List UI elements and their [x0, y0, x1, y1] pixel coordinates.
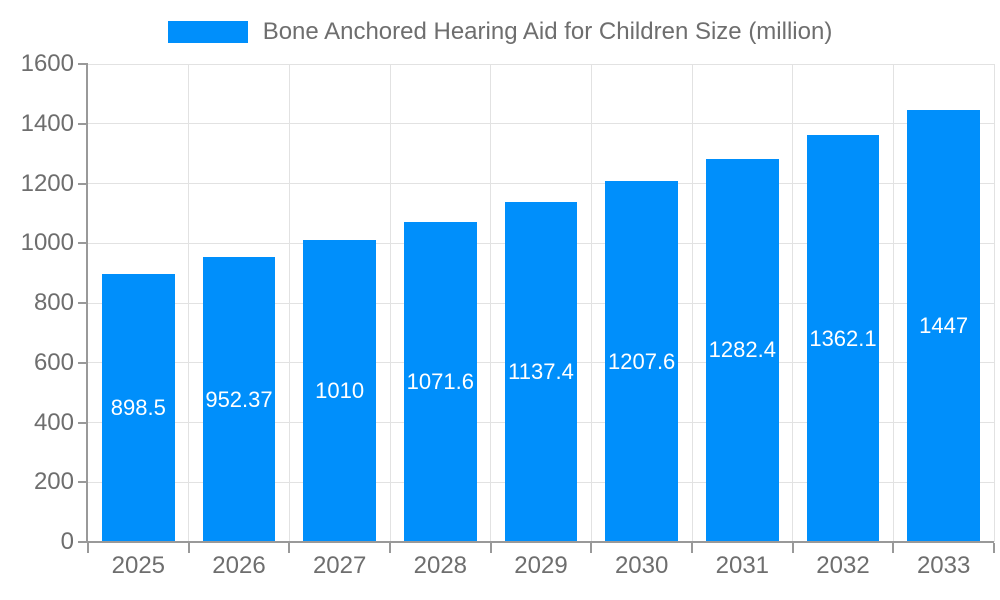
y-tick-label: 1400 [20, 109, 74, 137]
y-tick-label: 400 [33, 408, 74, 436]
y-tick-label: 1200 [20, 169, 74, 197]
plot-area: 898.5 952.37 1010 1071.6 1137.4 1207.6 1282.4 1… [88, 63, 995, 542]
y-tick-label: 800 [33, 289, 74, 316]
bar-value-label: 952.37 [205, 386, 273, 412]
x-tick-mark [187, 543, 190, 553]
x-tick-mark [288, 543, 291, 553]
bar-value-label: 898.5 [110, 394, 166, 420]
y-tick-label: 0 [60, 528, 74, 555]
y-tick-mark [78, 63, 88, 65]
y-tick-mark [78, 421, 88, 424]
x-tick-mark [691, 543, 693, 553]
bar: 898.5 [102, 273, 175, 542]
x-tick-label: 2025 [111, 552, 166, 579]
bar-value-label: 1447 [919, 312, 969, 338]
y-tick-label: 600 [33, 348, 74, 376]
legend-label: Bone Anchored Hearing Aid for Children S… [262, 18, 833, 45]
gridline-horizontal [88, 183, 994, 184]
bar-value-label: 1207.6 [608, 348, 676, 374]
bar: 1071.6 [404, 221, 477, 542]
x-tick-mark [791, 543, 794, 553]
chart-legend: Bone Anchored Hearing Aid for Children S… [0, 18, 1000, 46]
bar-value-label: 1362.1 [809, 325, 877, 351]
y-tick-mark [78, 122, 88, 125]
gridline-vertical [892, 64, 894, 542]
bar: 1282.4 [706, 158, 779, 542]
bar-value-label: 1137.4 [508, 359, 574, 385]
bar-value-label: 1071.6 [406, 368, 474, 394]
bar: 1207.6 [605, 181, 678, 542]
x-tick-label: 2028 [413, 552, 468, 579]
x-axis-line [86, 541, 994, 543]
x-tick-label: 2026 [212, 552, 266, 579]
bar: 1010 [303, 240, 376, 542]
y-tick-mark [78, 182, 88, 185]
gridline-vertical [792, 64, 794, 542]
x-tick-label: 2030 [614, 552, 669, 579]
bar-value-label: 1282.4 [708, 337, 776, 363]
bar: 1362.1 [806, 135, 880, 542]
gridline-vertical [993, 64, 995, 542]
y-tick-mark [78, 541, 88, 543]
y-tick-mark [78, 242, 88, 245]
gridline-vertical [590, 64, 592, 542]
x-tick-label: 2027 [312, 552, 367, 579]
gridline-horizontal [88, 63, 994, 65]
x-tick-label: 2033 [916, 552, 971, 579]
x-tick-label: 2031 [715, 552, 770, 579]
bar: 1137.4 [504, 202, 578, 542]
x-tick-label: 2029 [514, 552, 568, 579]
gridline-vertical [389, 64, 391, 542]
y-tick-label: 200 [33, 468, 74, 496]
x-tick-mark [590, 543, 593, 553]
gridline-horizontal [88, 123, 994, 125]
gridline-vertical [490, 64, 492, 542]
y-tick-mark [78, 481, 88, 484]
x-tick-mark [389, 543, 391, 553]
gridline-vertical [188, 64, 190, 542]
legend-swatch [167, 21, 248, 43]
bar: 1447 [907, 109, 980, 542]
y-tick-mark [78, 361, 88, 364]
y-tick-label: 1600 [20, 50, 74, 77]
y-tick-mark [78, 302, 88, 304]
gridline-vertical [288, 64, 290, 542]
x-tick-mark [87, 543, 89, 553]
x-tick-mark [489, 543, 492, 553]
x-tick-label: 2032 [816, 552, 870, 579]
x-tick-mark [993, 543, 995, 553]
gridline-vertical [691, 64, 693, 542]
bar-value-label: 1010 [315, 378, 365, 404]
bar: 952.37 [202, 257, 276, 542]
x-tick-mark [892, 543, 895, 553]
y-tick-label: 1000 [20, 229, 74, 257]
